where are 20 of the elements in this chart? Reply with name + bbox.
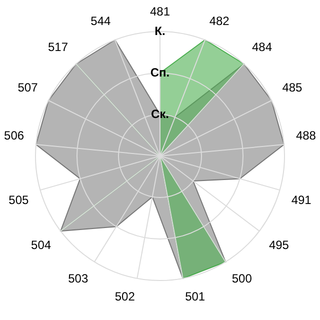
spoke-label: 481 [150, 4, 170, 19]
spoke-label: 505 [8, 192, 29, 207]
spoke-label: 485 [282, 80, 303, 94]
spoke-label: 500 [232, 272, 252, 286]
spoke-label: 507 [18, 80, 38, 94]
y-tick-label: Сп. [150, 65, 170, 80]
y-tick-label: Ск. [150, 106, 170, 121]
spoke-label: 503 [68, 272, 88, 286]
spoke-label: 502 [114, 290, 136, 304]
spoke-label: 506 [4, 128, 24, 143]
spoke-label: 495 [268, 238, 290, 252]
spoke-label: 517 [48, 40, 68, 54]
spoke-label: 484 [252, 40, 272, 54]
spoke-label: 501 [185, 290, 206, 304]
spoke-label: 504 [31, 238, 52, 252]
spoke-label: 488 [296, 128, 316, 143]
spoke-label: 544 [90, 14, 111, 28]
y-tick-label: К. [154, 24, 166, 38]
spoke-label: 482 [209, 14, 230, 28]
spoke-label: 491 [291, 192, 312, 207]
